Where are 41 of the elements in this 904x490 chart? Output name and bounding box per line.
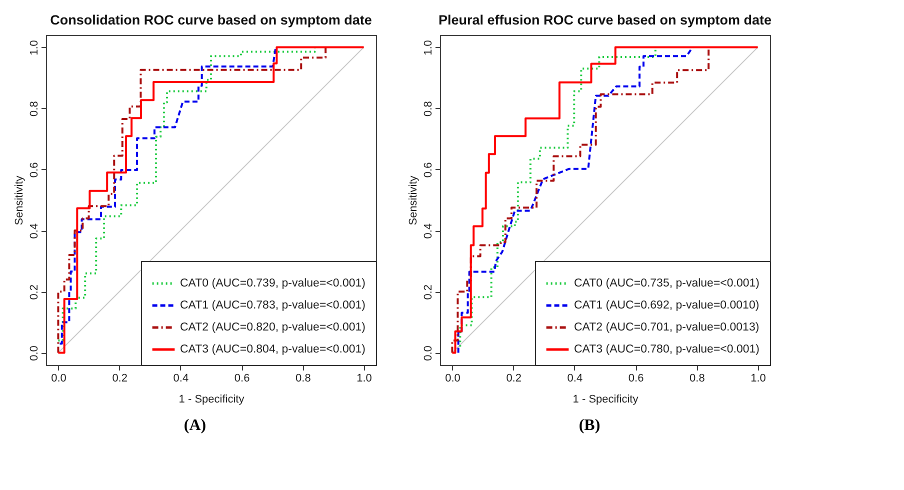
x-tick-label: 0.6 [234,372,250,384]
y-tick-label: 0.2 [28,284,40,300]
legend-label: CAT2 (AUC=0.820, p-value=<0.001) [180,322,366,334]
legend-label: CAT3 (AUC=0.804, p-value=<0.001) [180,344,366,356]
y-tick-label: 1.0 [422,40,434,56]
x-tick-label: 1.0 [750,372,766,384]
y-tick-label: 0.8 [28,101,40,116]
chart-title: Consolidation ROC curve based on symptom date [50,12,372,28]
x-tick-label: 0.2 [506,372,522,384]
legend-label: CAT2 (AUC=0.701, p-value=0.0013) [574,322,760,334]
y-tick-label: 0.0 [28,346,40,361]
y-tick-label: 0.8 [422,101,434,116]
legend-label: CAT3 (AUC=0.780, p-value=<0.001) [574,344,760,356]
y-tick-label: 0.4 [422,223,434,239]
x-tick-label: 0.0 [51,372,66,384]
x-tick-label: 0.6 [628,372,644,384]
y-axis-title: Sensitivity [14,175,26,226]
legend-label: CAT1 (AUC=0.692, p-value=0.0010) [574,300,760,312]
x-tick-label: 0.4 [173,372,189,384]
y-tick-label: 0.6 [28,162,40,178]
y-tick-label: 0.0 [422,346,434,361]
x-tick-label: 0.0 [445,372,460,384]
y-tick-label: 0.2 [422,284,434,300]
x-tick-label: 0.8 [690,372,705,384]
y-tick-label: 0.6 [422,162,434,178]
legend-label: CAT1 (AUC=0.783, p-value=<0.001) [180,300,366,312]
y-axis-title: Sensitivity [408,175,420,226]
x-axis-title: 1 - Specificity [178,394,245,406]
x-axis-title: 1 - Specificity [572,394,639,406]
chart-title: Pleural effusion ROC curve based on symptom date [438,12,772,28]
y-tick-label: 0.4 [28,223,40,239]
x-tick-label: 1.0 [356,372,372,384]
y-tick-label: 1.0 [28,40,40,56]
x-tick-label: 0.4 [567,372,583,384]
line-series [58,46,277,345]
text: (A) [184,417,206,435]
x-tick-label: 0.2 [112,372,128,384]
legend-label: CAT0 (AUC=0.739, p-value=<0.001) [180,278,366,290]
text: (B) [578,417,600,435]
x-tick-label: 0.8 [296,372,311,384]
legend-label: CAT0 (AUC=0.735, p-value=<0.001) [574,278,760,290]
